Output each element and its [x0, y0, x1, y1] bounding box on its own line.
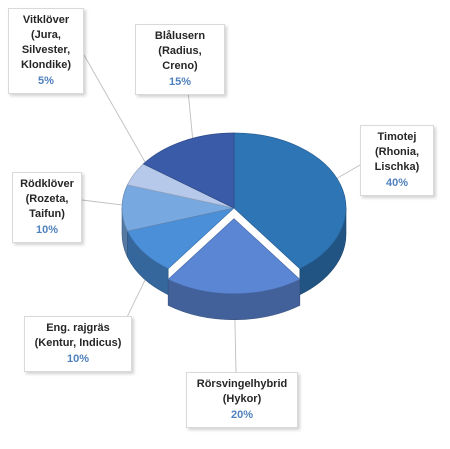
callout-vitklover-value: 5%: [38, 75, 54, 87]
callout-timotej: Timotej (Rhonia, Lischka) 40%: [360, 125, 434, 196]
pie-slice-1: [167, 218, 301, 295]
callout-blalusern-value: 15%: [168, 76, 192, 88]
callout-eng-rajgras: Eng. rajgräs (Kentur, Indicus) 10%: [24, 316, 132, 372]
callout-rorsvingelhybrid: Rörsvingelhybrid (Hykor) 20%: [186, 372, 298, 428]
pie-sides: [121, 207, 347, 321]
callout-blalusern-label: Blålusern (Radius, Creno): [154, 30, 206, 72]
pie-tops: [121, 132, 347, 295]
callout-vitklover-label: Vitklöver (Jura, Silvester, Klondike): [20, 14, 72, 71]
callout-eng-rajgras-label: Eng. rajgräs (Kentur, Indicus): [34, 322, 122, 349]
callout-eng-rajgras-value: 10%: [66, 353, 90, 365]
callout-rodklover-label: Rödklöver (Rozeta, Taifun): [20, 178, 74, 220]
callout-rodklover-value: 10%: [35, 224, 59, 236]
pie-slice-5: [142, 132, 235, 209]
callout-timotej-label: Timotej (Rhonia, Lischka): [374, 131, 420, 173]
callout-blalusern: Blålusern (Radius, Creno) 15%: [135, 24, 225, 95]
callout-rorsvingelhybrid-value: 20%: [230, 409, 254, 421]
callout-timotej-value: 40%: [385, 177, 409, 189]
pie-slice-0: [233, 132, 347, 270]
leader-line-4: [83, 54, 157, 182]
callout-rorsvingelhybrid-label: Rörsvingelhybrid (Hykor): [196, 378, 288, 405]
callout-vitklover: Vitklöver (Jura, Silvester, Klondike) 5%: [8, 8, 84, 94]
callout-rodklover: Rödklöver (Rozeta, Taifun) 10%: [12, 172, 82, 243]
